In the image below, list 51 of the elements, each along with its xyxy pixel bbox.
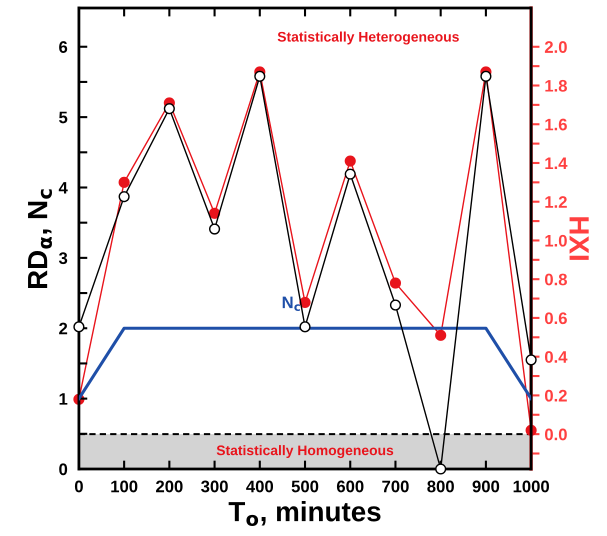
point <box>209 223 220 235</box>
point <box>526 354 537 366</box>
y2-tick-label: 1.6 <box>545 118 567 130</box>
point <box>254 70 266 82</box>
y-tick-label: 5 <box>59 112 68 124</box>
y2-tick-label: 0.0 <box>544 428 567 440</box>
x-tick-label: 800 <box>427 480 454 492</box>
x-tick-label: 100 <box>111 480 138 492</box>
annotation: Statistically Heterogeneous <box>278 32 459 45</box>
y2-tick-label: 1.4 <box>545 158 568 170</box>
x-tick-label: 0 <box>74 480 83 492</box>
point <box>73 321 84 332</box>
point <box>118 191 130 202</box>
y2-tick-label: 1.8 <box>545 80 567 92</box>
y2-tick-label: 2.0 <box>544 41 567 53</box>
point <box>118 176 130 188</box>
y2-tick-label: 0.2 <box>544 390 567 402</box>
series-label: N$_{c}$ <box>282 296 300 311</box>
x-tick-label: 400 <box>246 480 274 492</box>
point <box>344 168 356 180</box>
point <box>480 70 492 82</box>
y-tick-label: 3 <box>58 252 68 264</box>
band-label: Statistically Homogeneous <box>216 445 394 458</box>
y2-tick-label: 1.0 <box>545 234 567 247</box>
point <box>299 321 311 332</box>
y-tick-label: 1 <box>60 393 68 405</box>
point <box>390 299 402 311</box>
x-tick-label: 900 <box>472 480 500 492</box>
point <box>164 103 175 114</box>
x-tick-label: 500 <box>292 480 318 492</box>
y-tick-label: 0 <box>59 463 68 476</box>
x-tick-label: 600 <box>336 480 364 492</box>
y-tick-label: 2 <box>59 322 68 334</box>
x-axis-title: T$_{o}$, minutes <box>228 501 380 526</box>
y2-tick-label: 0.6 <box>544 312 567 324</box>
point <box>390 278 402 289</box>
y2-tick-label: 0.4 <box>544 351 568 363</box>
x-tick-label: 200 <box>156 480 183 492</box>
y-tick-label: 4 <box>58 182 68 194</box>
point <box>299 296 311 308</box>
y2-axis-title: HXI <box>570 217 589 260</box>
x-tick-label: 1000 <box>514 480 549 492</box>
point <box>435 330 446 341</box>
y2-tick-label: 1.2 <box>545 196 567 208</box>
x-tick-label: 700 <box>382 480 409 492</box>
point <box>344 155 356 167</box>
y2-tick-label: 0.8 <box>544 274 567 286</box>
y-axis-title: RD$_{α}$, N$_{c}$ <box>28 189 52 288</box>
point <box>435 463 446 475</box>
y-tick-label: 6 <box>59 41 68 53</box>
x-tick-label: 300 <box>201 480 228 492</box>
